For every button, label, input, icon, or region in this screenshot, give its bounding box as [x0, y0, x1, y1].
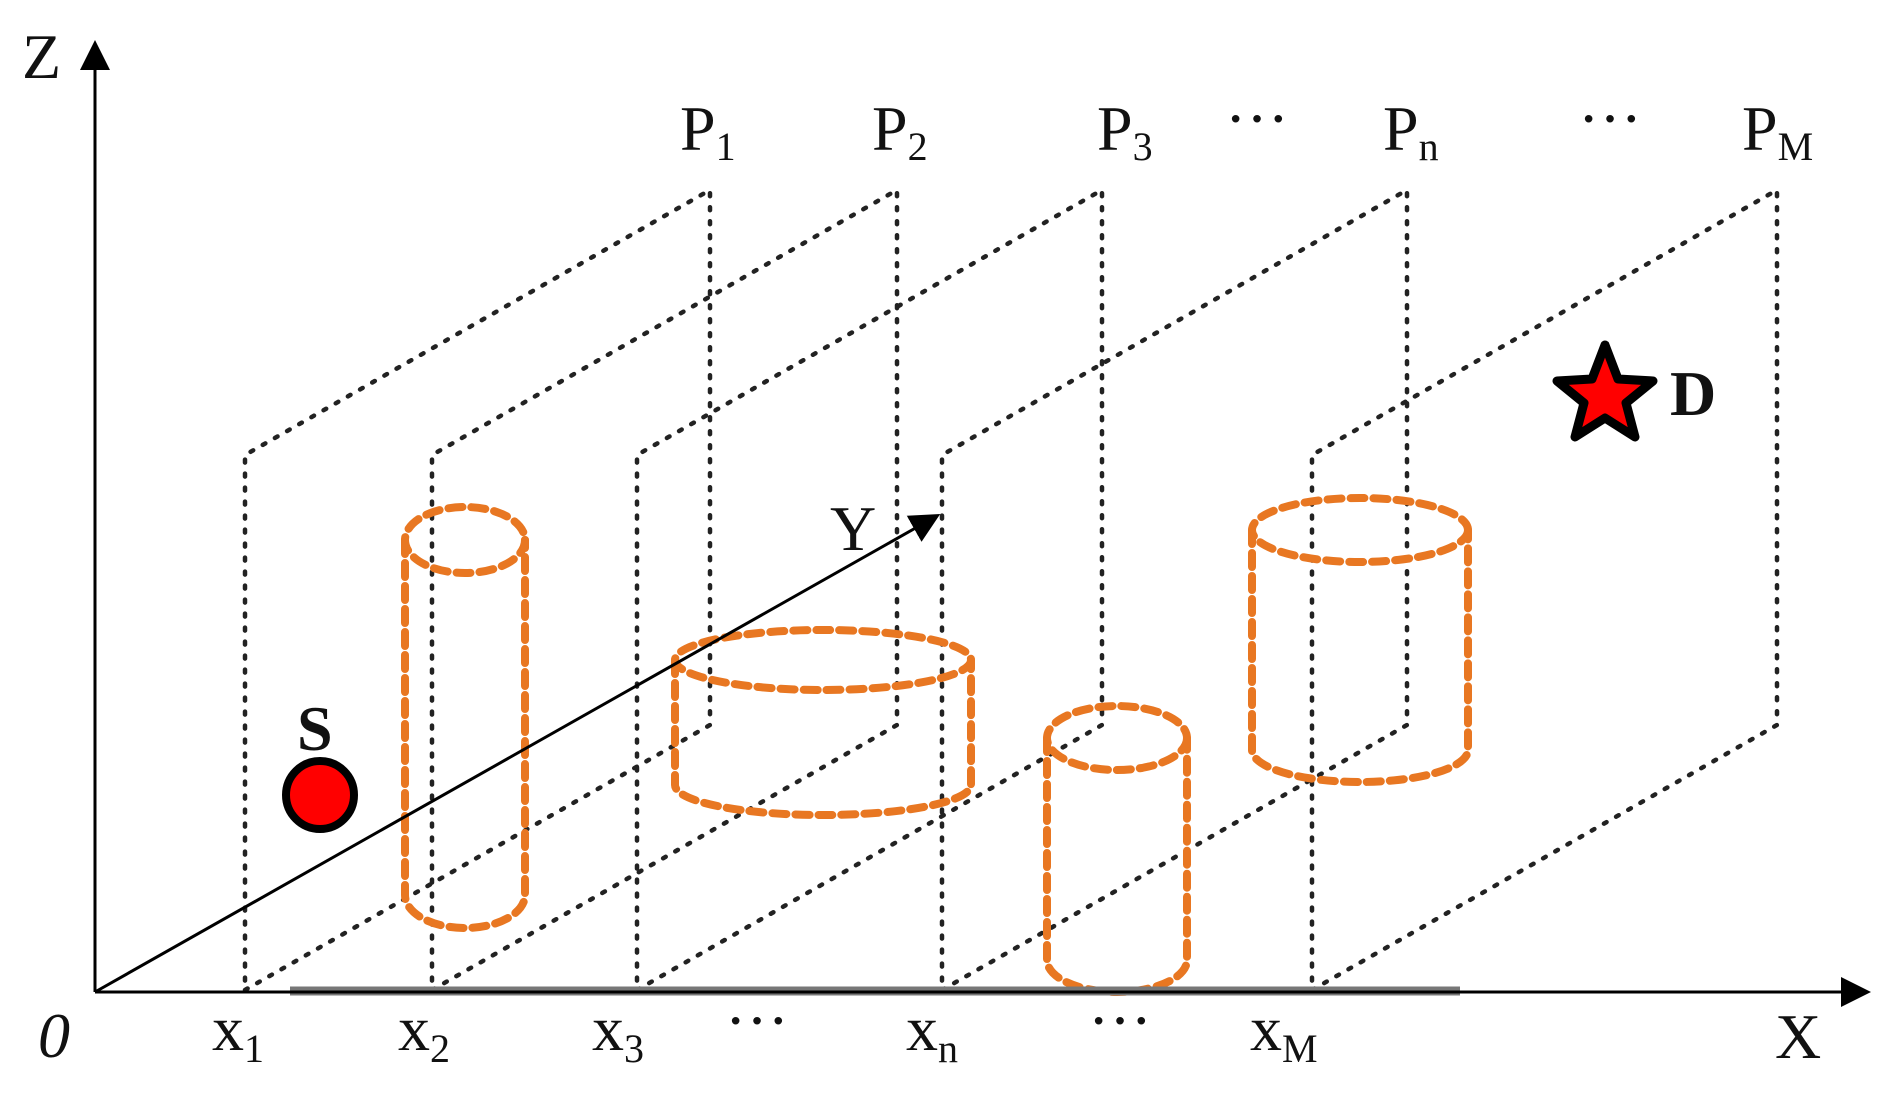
y-axis-label: Y — [830, 493, 876, 564]
plane-pn — [939, 186, 1410, 993]
plane-label-pm: PM — [1742, 93, 1813, 169]
plane-p3 — [634, 186, 1105, 993]
plane-pm — [1309, 186, 1780, 993]
source-label: S — [297, 693, 333, 764]
x-ellipsis-1: ··· — [725, 985, 789, 1056]
x-ellipsis-2: ··· — [1088, 985, 1152, 1056]
origin-label: 0 — [38, 1000, 70, 1071]
planes-ellipsis-1: ··· — [1225, 83, 1289, 154]
x-tick-x1: x1 — [212, 993, 264, 1071]
x-tick-xm: xM — [1250, 993, 1318, 1071]
plane-p2 — [429, 186, 900, 993]
x-tick-xn: xn — [906, 993, 958, 1071]
destination-label: D — [1670, 358, 1716, 429]
obstacle-cylinder-4 — [1248, 494, 1472, 786]
x-tick-x2: x2 — [398, 993, 450, 1071]
planes-ellipsis-2: ··· — [1578, 83, 1642, 154]
obstacle-cylinder-1 — [401, 503, 529, 932]
obstacles-group — [401, 494, 1472, 996]
plane-label-p2: P2 — [872, 93, 928, 169]
x-tick-x3: x3 — [592, 993, 644, 1071]
y-axis — [94, 514, 941, 994]
source-marker — [282, 757, 358, 833]
x-axis-label: X — [1775, 1001, 1821, 1072]
obstacle-cylinder-3 — [1043, 702, 1191, 996]
plane-label-p1: P1 — [680, 93, 736, 169]
destination-star-icon — [1552, 340, 1658, 442]
plane-label-pn: Pn — [1383, 93, 1439, 169]
z-axis-label: Z — [22, 21, 61, 92]
planes-group — [242, 186, 1780, 993]
axes-group — [80, 40, 1871, 1007]
obstacle-cylinder-2 — [671, 626, 975, 819]
plane-label-p3: P3 — [1097, 93, 1153, 169]
